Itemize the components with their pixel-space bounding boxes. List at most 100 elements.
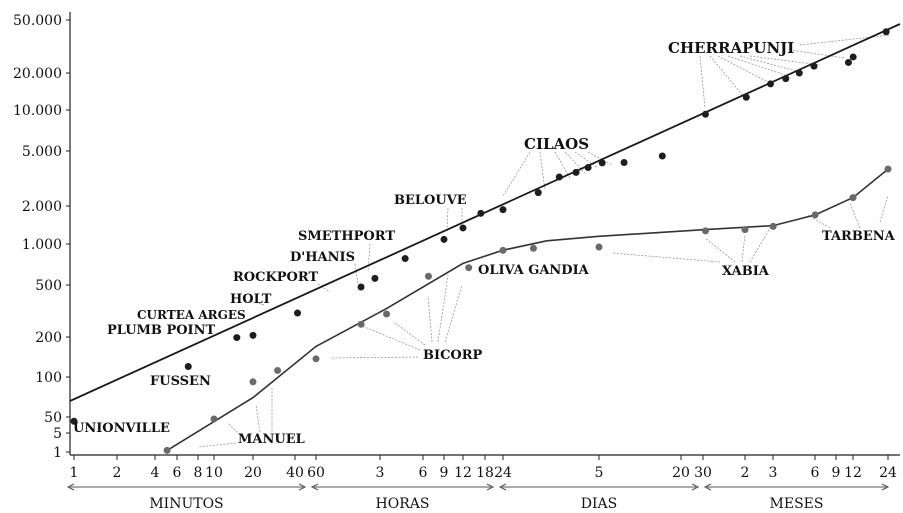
annotation-plumb-point: PLUMB POINT (107, 323, 216, 338)
world-point-16 (598, 159, 606, 167)
annotation-leader-9 (539, 151, 546, 191)
annotation-leader-1 (709, 55, 746, 99)
annotation-leader-25 (227, 422, 241, 436)
spain-point-4 (312, 355, 320, 363)
world-point-23 (795, 69, 803, 77)
annotation-leader-26 (255, 404, 261, 433)
world-point-12 (534, 189, 542, 197)
y-tick-label-50: 50 (44, 410, 62, 426)
annotation-curtea-arges: CURTEA ARGES (137, 308, 246, 322)
annotation-leader-23 (444, 284, 463, 343)
x-tick-label-23: 24 (879, 465, 897, 481)
world-point-3 (249, 331, 257, 339)
x-axis-ticks: 1 2 4 6 8 10 20 40 60 3 6 9 12 18 24 5 20 30 2 3 6 9 12 24 (70, 455, 897, 481)
annotation-leader-32 (749, 227, 771, 263)
x-tick-label-7: 40 (286, 465, 304, 481)
spain-point-17 (884, 165, 892, 173)
annotation-bicorp: BICORP (423, 348, 483, 363)
x-tick-label-14: 24 (494, 465, 512, 481)
annotation-leader-13 (587, 151, 613, 166)
world-point-2 (233, 334, 241, 342)
y-tick-label-5: 5 (53, 426, 62, 442)
spain-point-12 (701, 227, 709, 235)
station-annotations: UNIONVILLE FUSSEN PLUMB POINT CURTEA ARG… (73, 39, 896, 447)
spain-point-16 (849, 194, 857, 202)
y-tick-label-200: 200 (35, 330, 62, 346)
annotation-leader-28 (197, 442, 237, 448)
annotation-leader-2 (717, 55, 769, 83)
period-arrowhead-right-horas (486, 483, 495, 491)
annotation-manuel: MANUEL (238, 432, 305, 447)
y-tick-label-10-000: 10.000 (13, 103, 62, 119)
annotation-leader-0 (699, 55, 706, 109)
annotation-leader-29 (611, 252, 721, 263)
world-point-5 (357, 283, 365, 291)
period-label-horas: HORAS (376, 496, 430, 512)
annotation-leader-14 (446, 207, 449, 233)
world-point-8 (440, 235, 448, 243)
period-arrowhead-right-meses (881, 483, 890, 491)
y-tick-label-1: 1 (53, 445, 62, 461)
world-point-15 (584, 163, 592, 171)
x-tick-label-19: 3 (769, 465, 778, 481)
annotation-leader-31 (741, 233, 746, 263)
annotation-fussen: FUSSEN (150, 374, 211, 389)
annotation-leaders (197, 34, 891, 448)
world-point-20 (742, 93, 750, 101)
spain-point-5 (357, 320, 365, 328)
spain-point-1 (210, 415, 218, 423)
annotation-leader-3 (727, 55, 786, 76)
world-envelope-line (69, 23, 901, 402)
spain-point-13 (741, 226, 749, 234)
period-label-dias: DIAS (581, 496, 617, 512)
annotation-cilaos: CILAOS (524, 135, 589, 153)
annotation-cherrapunji: CHERRAPUNJI (668, 39, 794, 57)
x-tick-label-17: 30 (694, 465, 712, 481)
annotation-leader-17 (354, 263, 359, 285)
x-tick-label-13: 18 (476, 465, 494, 481)
spain-point-10 (529, 244, 537, 252)
x-tick-label-0: 1 (70, 465, 79, 481)
data-points (70, 28, 892, 454)
annotation-leader-8 (502, 151, 531, 197)
world-point-7 (401, 255, 409, 263)
annotation-rockport: ROCKPORT (233, 270, 318, 285)
spain-point-0 (163, 446, 171, 454)
x-tick-label-1: 2 (113, 465, 122, 481)
annotation-leader-5 (749, 55, 821, 66)
x-tick-label-8: 60 (307, 465, 325, 481)
world-point-27 (882, 28, 890, 36)
x-tick-label-12: 12 (454, 465, 472, 481)
world-point-18 (658, 152, 666, 160)
annotation-leader-11 (564, 151, 586, 174)
time-period-bands: MINUTOS HORAS DIAS MESES (66, 483, 890, 512)
x-tick-label-18: 2 (741, 465, 750, 481)
annotation-leader-21 (427, 295, 433, 343)
spain-point-7 (424, 272, 432, 280)
period-arrowhead-left-horas (310, 483, 319, 491)
world-point-6 (371, 274, 379, 282)
annotation-oliva-gandia: OLIVA GANDIA (478, 263, 590, 278)
annotation-leader-33 (807, 214, 831, 229)
annotation-leader-16 (367, 243, 371, 273)
envelope-lines (69, 23, 901, 452)
annotation-leader-30 (704, 237, 736, 263)
y-axis-ticks: 50.000 20.000 10.000 5.000 2.000 1.000 500 200 1… (13, 13, 70, 461)
annotation-leader-12 (574, 151, 599, 169)
annotation-leader-7 (799, 34, 891, 46)
world-point-14 (572, 168, 580, 176)
x-tick-label-6: 20 (244, 465, 262, 481)
x-tick-label-20: 6 (811, 465, 820, 481)
y-tick-label-100: 100 (35, 370, 62, 386)
annotation-leader-19 (359, 324, 421, 351)
annotation-holt: HOLT (230, 292, 272, 307)
y-tick-label-500: 500 (35, 278, 62, 294)
y-tick-label-50-000: 50.000 (13, 13, 62, 29)
world-point-26 (849, 53, 857, 61)
x-tick-label-9: 3 (376, 465, 385, 481)
world-point-10 (477, 209, 485, 217)
annotation-leader-34 (849, 202, 861, 229)
world-point-11 (499, 206, 507, 214)
x-tick-label-2: 4 (151, 465, 160, 481)
period-arrowhead-right-dias (691, 483, 700, 491)
